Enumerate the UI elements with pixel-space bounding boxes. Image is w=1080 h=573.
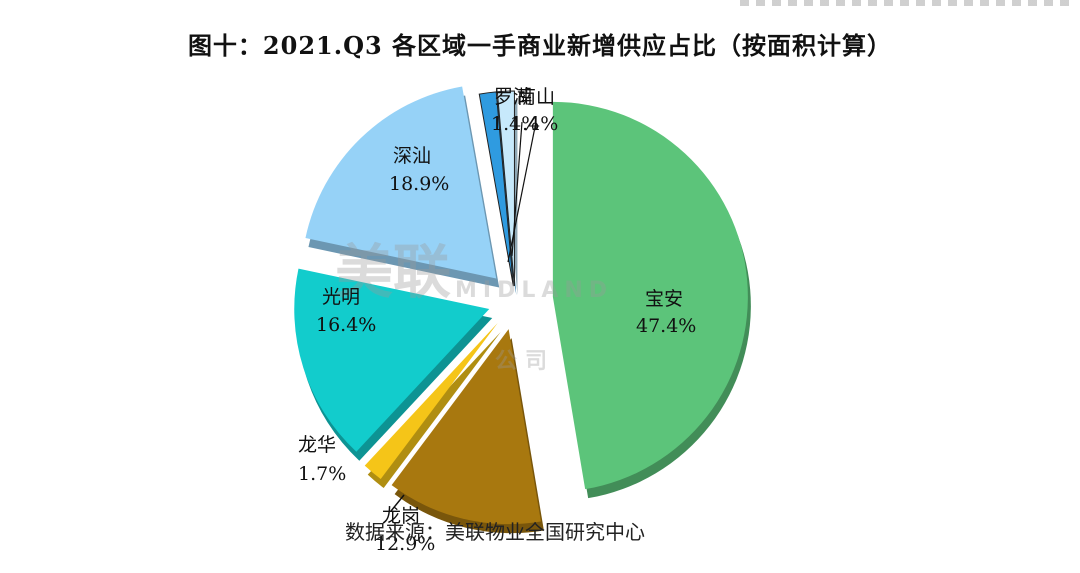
watermark: 美联 MIDLAND 公司 — [335, 238, 613, 374]
label-guangming-name: 光明 — [322, 286, 360, 308]
pie-slice-luohu — [478, 91, 517, 296]
chart-title: 图十：2021.Q3 各区域一手商业新增供应占比（按面积计算） — [187, 31, 893, 60]
watermark-en: MIDLAND — [455, 278, 613, 303]
watermark-cn: 美联 — [335, 238, 451, 306]
leader-line-longgang — [390, 494, 405, 512]
label-nanshan-pct: 1.4% — [510, 113, 558, 135]
leader-line-nanshan — [507, 121, 537, 263]
label-guangming-pct: 16.4% — [316, 314, 376, 336]
label-longhua-name: 龙华 — [298, 434, 336, 456]
label-shenshan-name: 深汕 — [393, 145, 431, 167]
label-longgang-pct: 12.9% — [375, 533, 435, 555]
label-shenshan-pct: 18.9% — [389, 173, 449, 195]
data-source: 数据来源：美联物业全国研究中心 — [345, 520, 645, 544]
pie-slice-shenshan — [305, 86, 500, 288]
label-nanshan-name: 南山 — [517, 86, 555, 108]
pie-slices — [294, 86, 751, 534]
label-luohu-pct: 1.4% — [491, 113, 539, 135]
pie-slice-guangming — [294, 268, 493, 461]
label-longhua-pct: 1.7% — [298, 463, 346, 485]
pie-slice-longhua — [364, 323, 501, 489]
label-baoan-pct: 47.4% — [636, 315, 696, 337]
label-luohu-name: 罗湖 — [494, 86, 532, 108]
pie-slice-baoan — [552, 101, 751, 499]
pie-slice-longgang — [391, 329, 544, 534]
data-labels: 宝安 47.4% 深汕 18.9% 光明 16.4% 龙华 1.7% 龙岗 12… — [298, 86, 696, 555]
label-baoan-name: 宝安 — [645, 288, 683, 310]
label-longgang-name: 龙岗 — [382, 505, 420, 527]
cropped-header-text — [740, 0, 1070, 6]
watermark-sub: 公司 — [495, 349, 555, 374]
